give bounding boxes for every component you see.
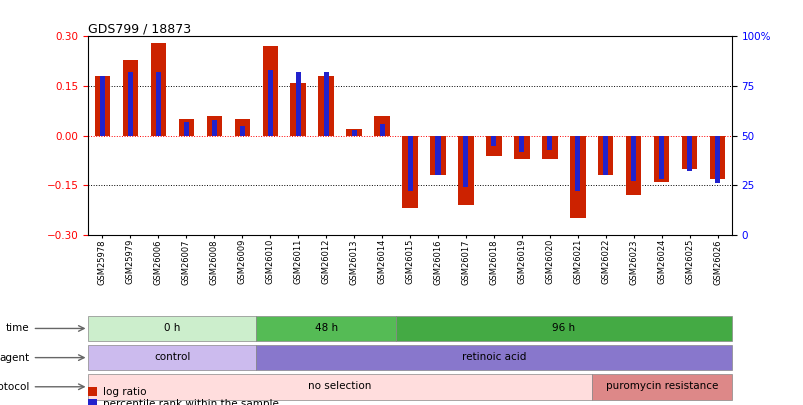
- Bar: [206, 116, 222, 136]
- Bar: [714, 136, 719, 183]
- Bar: [256, 316, 396, 341]
- Bar: [407, 136, 412, 191]
- Bar: [541, 136, 556, 159]
- Bar: [687, 136, 691, 171]
- Bar: [379, 124, 384, 136]
- Text: 0 h: 0 h: [164, 323, 181, 333]
- Bar: [658, 136, 663, 179]
- Bar: [486, 136, 501, 156]
- Text: retinoic acid: retinoic acid: [461, 352, 525, 362]
- Bar: [653, 136, 669, 182]
- Bar: [630, 136, 635, 181]
- Text: percentile rank within the sample: percentile rank within the sample: [103, 399, 278, 405]
- Bar: [396, 316, 731, 341]
- Bar: [88, 374, 591, 399]
- Text: GDS799 / 18873: GDS799 / 18873: [88, 22, 191, 35]
- Text: log ratio: log ratio: [103, 386, 146, 396]
- Bar: [267, 70, 272, 136]
- Bar: [514, 136, 529, 159]
- Bar: [239, 126, 244, 136]
- Bar: [256, 345, 731, 370]
- Bar: [100, 76, 105, 136]
- Bar: [569, 136, 585, 218]
- Text: agent: agent: [0, 353, 30, 362]
- Bar: [463, 136, 468, 187]
- Bar: [88, 399, 97, 405]
- Bar: [88, 345, 256, 370]
- Bar: [95, 76, 110, 136]
- Text: control: control: [154, 352, 190, 362]
- Bar: [435, 136, 440, 175]
- Bar: [211, 120, 217, 136]
- Bar: [290, 83, 305, 136]
- Bar: [602, 136, 608, 175]
- Bar: [88, 316, 256, 341]
- Bar: [128, 72, 132, 136]
- Text: 48 h: 48 h: [314, 323, 337, 333]
- Bar: [519, 136, 524, 151]
- Bar: [346, 129, 361, 136]
- Bar: [591, 374, 731, 399]
- Bar: [709, 136, 724, 179]
- Bar: [597, 136, 613, 175]
- Bar: [547, 136, 552, 149]
- Bar: [156, 72, 161, 136]
- Bar: [626, 136, 641, 195]
- Bar: [123, 60, 138, 136]
- Bar: [374, 116, 389, 136]
- Text: puromycin resistance: puromycin resistance: [605, 381, 717, 391]
- Bar: [296, 72, 300, 136]
- Bar: [318, 76, 333, 136]
- Bar: [351, 130, 357, 136]
- Bar: [575, 136, 580, 191]
- Bar: [184, 122, 189, 136]
- Text: growth protocol: growth protocol: [0, 382, 30, 392]
- Bar: [324, 72, 328, 136]
- Bar: [178, 119, 194, 136]
- Bar: [681, 136, 696, 169]
- Bar: [402, 136, 418, 209]
- Bar: [88, 387, 97, 396]
- Bar: [150, 43, 166, 136]
- Bar: [458, 136, 473, 205]
- Bar: [430, 136, 445, 175]
- Bar: [234, 119, 250, 136]
- Text: 96 h: 96 h: [552, 323, 575, 333]
- Bar: [491, 136, 495, 146]
- Text: time: time: [6, 324, 30, 333]
- Text: no selection: no selection: [308, 381, 371, 391]
- Bar: [263, 47, 278, 136]
